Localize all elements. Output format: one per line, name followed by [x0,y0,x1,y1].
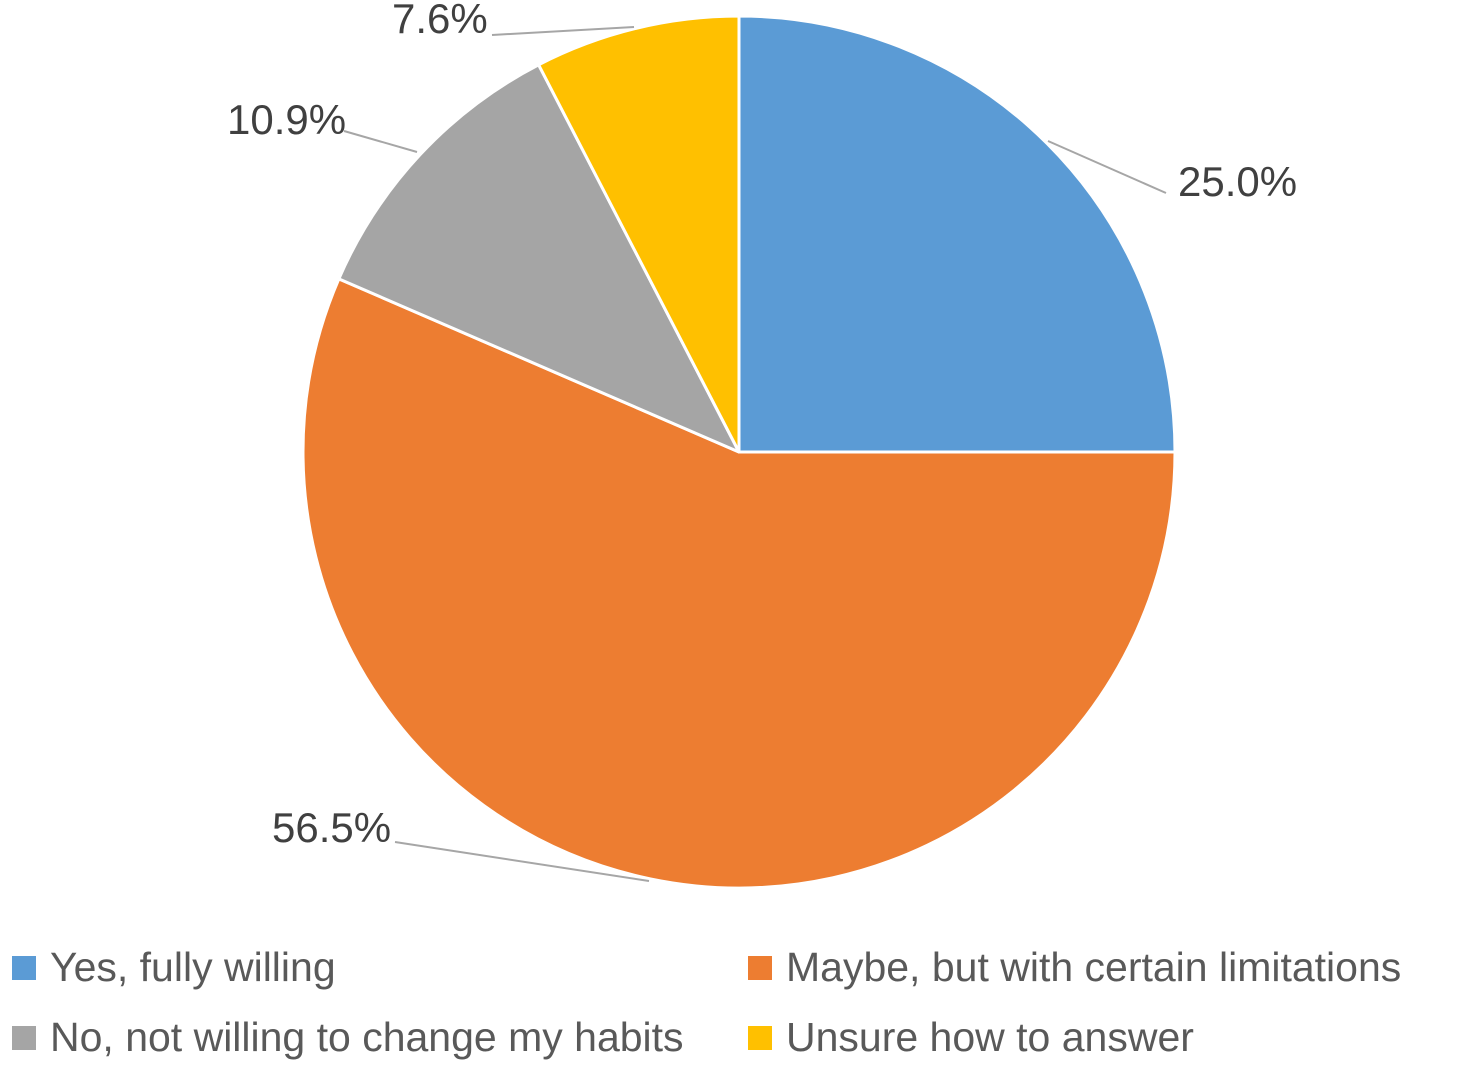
leader-line-unsure [491,26,635,36]
pie-slice-yes [737,14,1177,454]
data-labels: 25.0% 56.5% 10.9% 7.6% [227,0,1297,851]
data-label-maybe: 56.5% [272,804,391,851]
pie-slice-unsure [537,14,741,454]
pie-slices [301,14,1177,890]
leader-line-maybe [394,841,650,882]
pie-slice-no [337,63,741,454]
leader-lines [343,26,1167,882]
data-label-unsure: 7.6% [392,0,488,42]
leader-line-yes [1047,140,1167,194]
data-label-yes: 25.0% [1178,158,1297,205]
leader-line-no [343,130,418,153]
data-label-no: 10.9% [227,96,346,143]
pie-slice-maybe [301,277,1177,890]
